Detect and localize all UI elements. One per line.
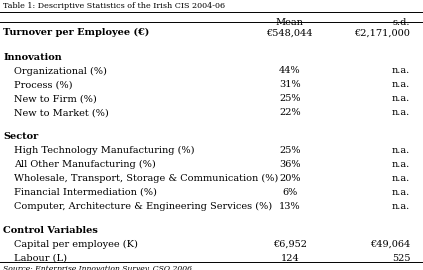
Text: n.a.: n.a. [392,188,410,197]
Text: €49,064: €49,064 [370,240,410,249]
Text: n.a.: n.a. [392,174,410,183]
Text: €548,044: €548,044 [266,28,313,37]
Text: Financial Intermediation (%): Financial Intermediation (%) [14,188,157,197]
Text: Process (%): Process (%) [14,80,72,89]
Text: Computer, Architecture & Engineering Services (%): Computer, Architecture & Engineering Ser… [14,202,272,211]
Text: Turnover per Employee (€): Turnover per Employee (€) [3,28,150,38]
Text: Organizational (%): Organizational (%) [14,66,107,76]
Text: Source: Enterprise Innovation Survey, CSO 2006: Source: Enterprise Innovation Survey, CS… [3,265,192,270]
Text: 25%: 25% [279,94,300,103]
Text: Sector: Sector [3,132,38,141]
Text: 20%: 20% [279,174,300,183]
Text: n.a.: n.a. [392,160,410,169]
Text: 31%: 31% [279,80,301,89]
Text: 6%: 6% [282,188,297,197]
Text: Control Variables: Control Variables [3,226,98,235]
Text: New to Market (%): New to Market (%) [14,108,109,117]
Text: n.a.: n.a. [392,108,410,117]
Text: Labour (L): Labour (L) [14,254,67,263]
Text: €6,952: €6,952 [273,240,307,249]
Text: Mean: Mean [276,18,304,26]
Text: High Technology Manufacturing (%): High Technology Manufacturing (%) [14,146,195,155]
Text: Table 1: Descriptive Statistics of the Irish CIS 2004-06: Table 1: Descriptive Statistics of the I… [3,2,225,10]
Text: s.d.: s.d. [393,18,410,26]
Text: 22%: 22% [279,108,301,117]
Text: €2,171,000: €2,171,000 [354,28,410,37]
Text: n.a.: n.a. [392,146,410,155]
Text: New to Firm (%): New to Firm (%) [14,94,97,103]
Text: Wholesale, Transport, Storage & Communication (%): Wholesale, Transport, Storage & Communic… [14,174,278,183]
Text: n.a.: n.a. [392,94,410,103]
Text: Capital per employee (K): Capital per employee (K) [14,240,138,249]
Text: All Other Manufacturing (%): All Other Manufacturing (%) [14,160,156,169]
Text: n.a.: n.a. [392,66,410,75]
Text: 44%: 44% [279,66,301,75]
Text: 36%: 36% [279,160,300,169]
Text: 124: 124 [280,254,299,263]
Text: 525: 525 [392,254,410,263]
Text: 13%: 13% [279,202,301,211]
Text: Innovation: Innovation [3,52,62,62]
Text: n.a.: n.a. [392,80,410,89]
Text: 25%: 25% [279,146,300,155]
Text: n.a.: n.a. [392,202,410,211]
